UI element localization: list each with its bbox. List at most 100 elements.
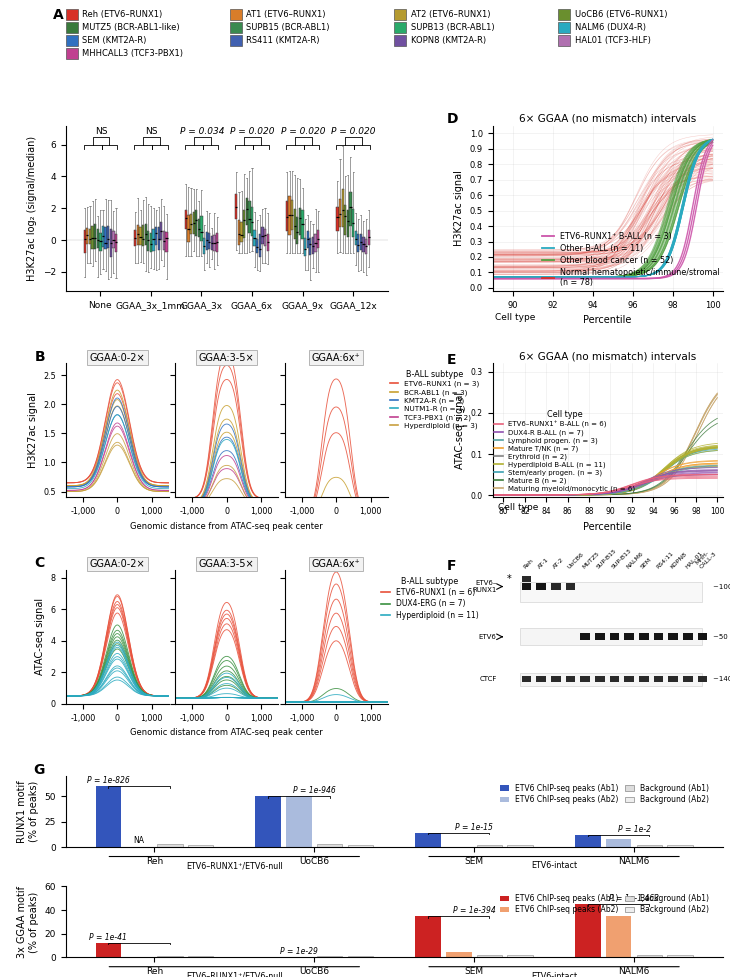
Text: A: A [53,8,64,21]
Bar [157,956,182,957]
Text: P = 1e-29: P = 1e-29 [280,948,318,956]
PathPatch shape [264,229,266,246]
FancyBboxPatch shape [566,583,575,590]
Text: AT1 (ETV6–RUNX1): AT1 (ETV6–RUNX1) [247,10,326,19]
PathPatch shape [115,234,117,252]
Bar [667,956,693,957]
Text: SEM (KMT2A-R): SEM (KMT2A-R) [82,36,147,45]
Bar [520,672,702,686]
X-axis label: Percentile: Percentile [583,522,632,531]
Y-axis label: RUNX1 motif
(% of peaks): RUNX1 motif (% of peaks) [18,781,39,843]
PathPatch shape [248,200,250,233]
FancyBboxPatch shape [580,676,590,682]
PathPatch shape [360,234,362,250]
Title: GGAA:6x⁺: GGAA:6x⁺ [312,559,361,569]
Bar [347,956,373,957]
Bar [96,786,121,847]
PathPatch shape [134,230,137,246]
PathPatch shape [310,238,312,255]
Legend: ETV6–RUNX1 (n = 3), BCR-ABL1 (n = 3), KMT2A-R (n = 3), NUTM1-R (n = 1), TCF3-PBX: ETV6–RUNX1 (n = 3), BCR-ABL1 (n = 3), KM… [387,367,483,432]
PathPatch shape [99,234,101,251]
Text: Cell type: Cell type [495,313,535,321]
Text: C: C [35,557,45,571]
Bar [317,956,342,957]
Bar [667,845,693,847]
Text: ~140 kd: ~140 kd [713,676,730,682]
Bar [188,956,213,957]
PathPatch shape [188,215,190,242]
PathPatch shape [266,234,269,251]
FancyBboxPatch shape [394,21,406,33]
Bar [96,943,121,957]
PathPatch shape [208,233,210,249]
FancyBboxPatch shape [698,676,707,682]
PathPatch shape [198,220,200,237]
Text: Cell type: Cell type [498,503,539,513]
Text: HAL01 (TCF3-HLF): HAL01 (TCF3-HLF) [575,36,650,45]
Text: P = 1e-1,463: P = 1e-1,463 [609,894,659,903]
Text: MHHCALL3 (TCF3-PBX1): MHHCALL3 (TCF3-PBX1) [82,49,183,58]
Title: GGAA:3-5×: GGAA:3-5× [199,353,255,362]
Title: 6× GGAA (no mismatch) intervals: 6× GGAA (no mismatch) intervals [519,113,696,123]
Text: P = 1e-2: P = 1e-2 [618,825,650,834]
FancyBboxPatch shape [639,676,649,682]
Text: P = 0.020: P = 0.020 [231,127,275,136]
PathPatch shape [286,201,288,231]
Bar [317,844,342,847]
PathPatch shape [315,234,317,252]
Text: SUPB13 (BCR-ABL1): SUPB13 (BCR-ABL1) [410,22,494,32]
FancyBboxPatch shape [683,676,693,682]
Bar [347,845,373,847]
PathPatch shape [107,227,109,248]
PathPatch shape [238,220,240,244]
Bar [637,845,662,847]
FancyBboxPatch shape [624,676,634,682]
Text: ETV6–RUNX1⁺/ETV6-null: ETV6–RUNX1⁺/ETV6-null [186,972,283,977]
Bar [188,845,213,847]
PathPatch shape [307,232,309,248]
Bar [575,835,601,847]
PathPatch shape [301,210,304,238]
Text: P = 1e-826: P = 1e-826 [87,776,130,785]
FancyBboxPatch shape [522,575,531,582]
PathPatch shape [94,224,96,248]
Y-axis label: H3K27ac log₂ (signal/median): H3K27ac log₂ (signal/median) [27,136,37,280]
PathPatch shape [150,233,152,252]
Text: UoCB6: UoCB6 [567,551,585,570]
Bar [446,952,472,957]
PathPatch shape [243,210,245,238]
PathPatch shape [246,198,248,225]
FancyBboxPatch shape [522,583,531,590]
PathPatch shape [350,191,352,226]
FancyBboxPatch shape [66,48,77,59]
FancyBboxPatch shape [394,9,406,20]
FancyBboxPatch shape [639,633,649,640]
Text: Reh (ETV6–RUNX1): Reh (ETV6–RUNX1) [82,10,162,19]
PathPatch shape [206,232,208,250]
Text: D: D [447,112,458,126]
PathPatch shape [347,210,349,237]
PathPatch shape [137,226,139,244]
PathPatch shape [344,205,346,234]
PathPatch shape [240,222,242,242]
Text: P = 1e-946: P = 1e-946 [293,786,336,795]
PathPatch shape [258,234,261,257]
Bar [477,845,502,847]
Text: P = 0.034: P = 0.034 [180,127,224,136]
FancyBboxPatch shape [230,21,242,33]
Bar [157,844,182,847]
Bar [575,904,601,957]
Text: UoCB6 (ETV6–RUNX1): UoCB6 (ETV6–RUNX1) [575,10,667,19]
Text: P = 1e-41: P = 1e-41 [89,933,127,942]
Text: G: G [33,763,45,778]
FancyBboxPatch shape [558,21,570,33]
PathPatch shape [299,208,301,234]
Y-axis label: ATAC-seq signal: ATAC-seq signal [35,598,45,675]
FancyBboxPatch shape [653,676,664,682]
PathPatch shape [142,225,145,246]
Title: GGAA:3-5×: GGAA:3-5× [199,559,255,569]
FancyBboxPatch shape [566,676,575,682]
Bar [415,916,441,957]
Bar [255,796,281,847]
PathPatch shape [253,231,255,246]
